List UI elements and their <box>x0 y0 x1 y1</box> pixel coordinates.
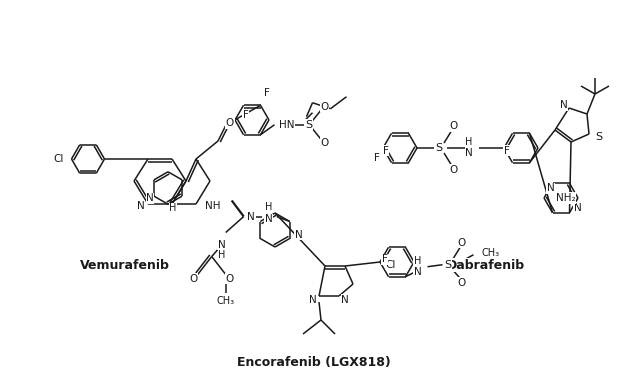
Text: H: H <box>465 137 473 147</box>
Text: O: O <box>449 121 457 131</box>
Text: N: N <box>341 295 349 305</box>
Text: N: N <box>309 295 317 305</box>
Text: NH₂: NH₂ <box>556 193 575 203</box>
Text: N: N <box>573 203 581 213</box>
Text: Cl: Cl <box>385 260 396 270</box>
Text: O: O <box>321 102 328 112</box>
Text: N: N <box>265 214 273 224</box>
Text: F: F <box>504 146 509 156</box>
Text: S: S <box>595 132 603 142</box>
Text: H: H <box>414 256 421 266</box>
Text: N: N <box>547 183 554 193</box>
Text: Cl: Cl <box>53 154 63 164</box>
Text: N: N <box>295 229 303 240</box>
Text: N: N <box>248 212 255 223</box>
Text: O: O <box>226 118 234 128</box>
Text: HN: HN <box>278 120 294 130</box>
Text: F: F <box>264 88 269 98</box>
Text: O: O <box>225 273 234 284</box>
Text: H: H <box>218 250 225 261</box>
Text: O: O <box>189 273 198 284</box>
Text: N: N <box>465 148 473 158</box>
Text: Encorafenib (LGX818): Encorafenib (LGX818) <box>237 356 390 369</box>
Text: O: O <box>458 278 466 288</box>
Text: N: N <box>146 193 154 203</box>
Text: H: H <box>265 203 273 212</box>
Text: S: S <box>444 260 451 270</box>
Text: O: O <box>449 165 457 175</box>
Text: F: F <box>243 110 248 120</box>
Text: N: N <box>218 240 225 250</box>
Text: F: F <box>374 153 380 163</box>
Text: N: N <box>413 267 421 277</box>
Text: Vemurafenib: Vemurafenib <box>80 259 170 271</box>
Text: O: O <box>321 138 328 148</box>
Text: O: O <box>458 238 466 248</box>
Text: S: S <box>435 143 443 153</box>
Text: F: F <box>383 146 388 156</box>
Text: H: H <box>170 203 177 213</box>
Text: F: F <box>381 254 387 264</box>
Text: S: S <box>305 120 312 130</box>
Text: N: N <box>560 100 568 110</box>
Text: N: N <box>137 201 145 211</box>
Text: NH: NH <box>205 201 221 211</box>
Text: Dabrafenib: Dabrafenib <box>447 259 525 271</box>
Text: CH₃: CH₃ <box>481 248 500 258</box>
Text: CH₃: CH₃ <box>217 296 235 305</box>
